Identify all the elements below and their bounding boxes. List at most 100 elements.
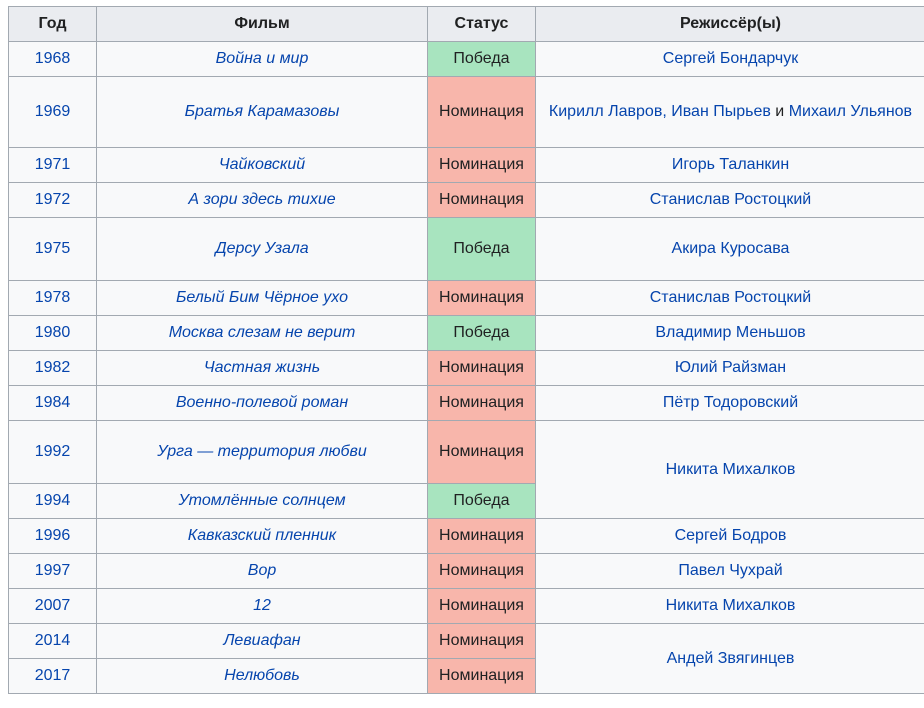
table-row: 2017 Нелюбовь Номинация bbox=[8, 658, 924, 694]
year-cell: 1971 bbox=[8, 147, 97, 183]
director-link[interactable]: Никита Михалков bbox=[665, 460, 796, 478]
film-cell: Белый Бим Чёрное ухо bbox=[96, 280, 428, 316]
film-link[interactable]: Братья Карамазовы bbox=[184, 103, 340, 120]
director-link[interactable]: Михаил Ульянов bbox=[788, 103, 913, 120]
director-link[interactable]: Сергей Бондарчук bbox=[662, 50, 799, 67]
film-link[interactable]: Кавказский пленник bbox=[187, 527, 337, 544]
status-cell: Победа bbox=[427, 217, 536, 281]
year-cell: 1975 bbox=[8, 217, 97, 281]
film-link[interactable]: Москва слезам не верит bbox=[168, 324, 356, 341]
table-row: 1971 Чайковский Номинация Игорь Таланкин bbox=[8, 147, 924, 183]
director-link[interactable]: Игорь Таланкин bbox=[671, 156, 790, 173]
year-link[interactable]: 2017 bbox=[34, 667, 71, 684]
table-row: 1992 Урга — территория любви Номинация Н… bbox=[8, 420, 924, 519]
header-director[interactable]: Режиссёр(ы) bbox=[535, 6, 924, 42]
status-cell: Победа bbox=[427, 483, 536, 519]
header-status[interactable]: Статус bbox=[427, 6, 536, 42]
film-link[interactable]: Утомлённые солнцем bbox=[178, 492, 346, 509]
year-cell: 1997 bbox=[8, 553, 97, 589]
year-cell: 1992 bbox=[8, 420, 97, 484]
film-link[interactable]: А зори здесь тихие bbox=[188, 191, 336, 208]
year-link[interactable]: 1997 bbox=[34, 562, 71, 579]
director-link[interactable]: Станислав Ростоцкий bbox=[649, 191, 812, 208]
film-link[interactable]: Дерсу Узала bbox=[215, 240, 309, 257]
year-link[interactable]: 1984 bbox=[34, 394, 71, 411]
year-cell: 1994 bbox=[8, 483, 97, 519]
film-cell: 12 bbox=[96, 588, 428, 624]
status-cell: Номинация bbox=[427, 350, 536, 386]
awards-table: Год Фильм Статус Режиссёр(ы) 1968 Война … bbox=[8, 6, 924, 694]
year-cell: 2007 bbox=[8, 588, 97, 624]
film-link[interactable]: Война и мир bbox=[215, 50, 309, 67]
director-link[interactable]: Никита Михалков bbox=[665, 597, 796, 614]
year-link[interactable]: 1972 bbox=[34, 191, 71, 208]
film-link[interactable]: Военно-полевой роман bbox=[175, 394, 349, 411]
film-link[interactable]: Нелюбовь bbox=[224, 667, 300, 684]
year-link[interactable]: 1992 bbox=[34, 443, 71, 460]
film-cell: Дерсу Узала bbox=[96, 217, 428, 281]
year-link[interactable]: 1978 bbox=[34, 289, 71, 306]
year-link[interactable]: 1975 bbox=[34, 240, 71, 257]
film-link[interactable]: Частная жизнь bbox=[203, 359, 321, 376]
film-link[interactable]: Вор bbox=[247, 562, 277, 579]
year-link[interactable]: 1980 bbox=[34, 324, 71, 341]
director-cell: Сергей Бондарчук bbox=[535, 41, 924, 77]
table-row: 1980 Москва слезам не верит Победа Влади… bbox=[8, 315, 924, 351]
status-cell: Номинация bbox=[427, 182, 536, 218]
status-cell: Номинация bbox=[427, 553, 536, 589]
year-link[interactable]: 1994 bbox=[34, 492, 71, 509]
film-cell: Левиафан bbox=[96, 623, 428, 659]
status-cell: Номинация bbox=[427, 385, 536, 421]
director-cell: Сергей Бодров bbox=[535, 518, 924, 554]
table-row: 1972 А зори здесь тихие Номинация Станис… bbox=[8, 182, 924, 218]
film-cell: Москва слезам не верит bbox=[96, 315, 428, 351]
film-link[interactable]: Урга — территория любви bbox=[157, 443, 367, 460]
status-cell: Номинация bbox=[427, 658, 536, 694]
year-link[interactable]: 2007 bbox=[34, 597, 71, 614]
director-link[interactable]: Юлий Райзман bbox=[674, 359, 787, 376]
director-link[interactable]: Акира Куросава bbox=[671, 240, 790, 257]
film-link[interactable]: 12 bbox=[253, 597, 271, 614]
status-cell: Номинация bbox=[427, 623, 536, 659]
status-cell: Номинация bbox=[427, 588, 536, 624]
year-cell: 2014 bbox=[8, 623, 97, 659]
director-link[interactable]: Пётр Тодоровский bbox=[662, 394, 799, 411]
year-cell: 1996 bbox=[8, 518, 97, 554]
year-link[interactable]: 1969 bbox=[34, 103, 71, 120]
year-link[interactable]: 2014 bbox=[34, 632, 71, 649]
film-link[interactable]: Левиафан bbox=[223, 632, 301, 649]
table-row: 1994 Утомлённые солнцем Победа bbox=[8, 483, 924, 519]
year-cell: 1969 bbox=[8, 76, 97, 148]
film-link[interactable]: Чайковский bbox=[218, 156, 306, 173]
year-link[interactable]: 1968 bbox=[34, 50, 71, 67]
director-cell: Никита Михалков bbox=[535, 588, 924, 624]
table-row: 1969 Братья Карамазовы Номинация Кирилл … bbox=[8, 76, 924, 148]
director-cell: Юлий Райзман bbox=[535, 350, 924, 386]
director-cell: Акира Куросава bbox=[535, 217, 924, 281]
director-link[interactable]: Сергей Бодров bbox=[674, 527, 787, 544]
table-row: 1982 Частная жизнь Номинация Юлий Райзма… bbox=[8, 350, 924, 386]
status-cell: Номинация bbox=[427, 76, 536, 148]
film-link[interactable]: Белый Бим Чёрное ухо bbox=[176, 289, 348, 306]
film-cell: Военно-полевой роман bbox=[96, 385, 428, 421]
header-film[interactable]: Фильм bbox=[96, 6, 428, 42]
table-row: 1984 Военно-полевой роман Номинация Пётр… bbox=[8, 385, 924, 421]
year-cell: 1982 bbox=[8, 350, 97, 386]
director-cell: Игорь Таланкин bbox=[535, 147, 924, 183]
table-row: 1968 Война и мир Победа Сергей Бондарчук bbox=[8, 41, 924, 77]
status-cell: Победа bbox=[427, 315, 536, 351]
year-link[interactable]: 1971 bbox=[34, 156, 71, 173]
film-cell: Братья Карамазовы bbox=[96, 76, 428, 148]
header-year[interactable]: Год bbox=[8, 6, 97, 42]
director-link[interactable]: Кирилл Лавров, Иван Пырьев bbox=[548, 103, 771, 120]
status-cell: Победа bbox=[427, 41, 536, 77]
year-link[interactable]: 1996 bbox=[34, 527, 71, 544]
year-cell: 1980 bbox=[8, 315, 97, 351]
director-link[interactable]: Андей Звягинцев bbox=[666, 649, 795, 667]
director-link[interactable]: Владимир Меньшов bbox=[655, 324, 806, 341]
film-cell: Нелюбовь bbox=[96, 658, 428, 694]
director-link[interactable]: Станислав Ростоцкий bbox=[649, 289, 812, 306]
director-link[interactable]: Павел Чухрай bbox=[678, 562, 783, 579]
director-cell: Пётр Тодоровский bbox=[535, 385, 924, 421]
year-link[interactable]: 1982 bbox=[34, 359, 71, 376]
